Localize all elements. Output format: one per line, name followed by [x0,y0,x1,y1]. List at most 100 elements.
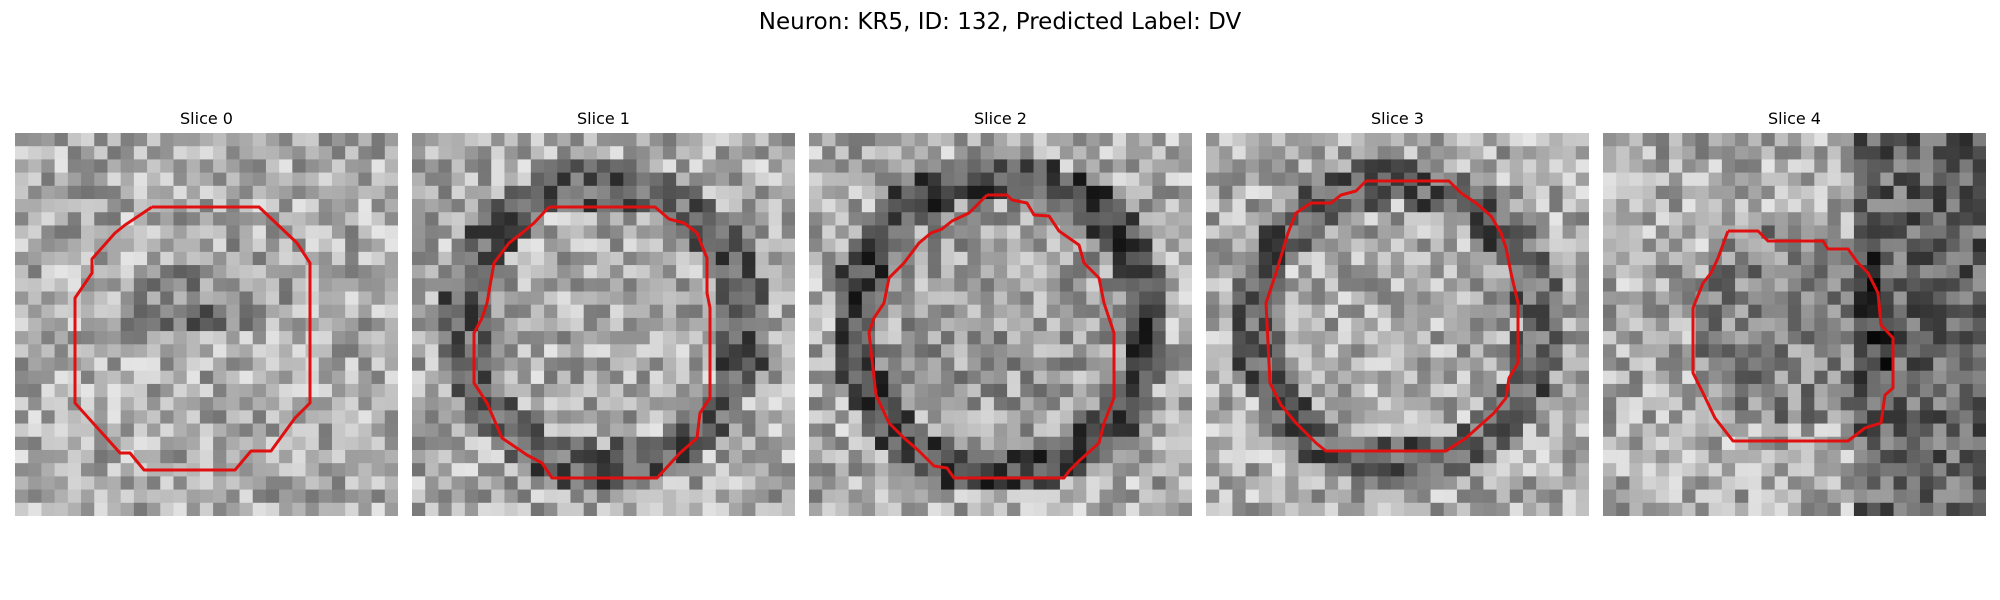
pixel [265,291,280,306]
pixel [1959,172,1974,187]
pixel [1206,172,1220,187]
pixel [41,476,56,491]
pixel [689,172,704,187]
pixel [1708,397,1723,411]
pixel [305,449,320,464]
pixel [438,291,453,306]
pixel [1496,199,1511,213]
pixel [1430,225,1445,240]
pixel [1033,370,1048,385]
pixel [54,238,69,253]
pixel [1430,317,1445,332]
pixel [1245,449,1260,464]
pixel [1324,410,1339,425]
pixel [1417,410,1432,425]
pixel [1125,383,1140,398]
pixel [279,133,293,147]
pixel [583,397,598,411]
pixel [265,331,280,345]
pixel [583,146,598,161]
pixel [491,502,506,516]
slice-title: Slice 1 [577,109,630,128]
pixel [1007,489,1021,504]
pixel [1059,423,1074,438]
pixel [1258,251,1273,266]
pixel [1125,489,1140,504]
pixel [822,199,837,213]
pixel [1443,423,1458,438]
pixel [1616,199,1631,213]
pixel [1603,304,1617,319]
pixel [1853,502,1868,516]
pixel [1959,344,1974,359]
pixel [1603,133,1617,147]
pixel [1033,489,1048,504]
pixel [1946,317,1961,332]
pixel [1522,331,1537,345]
pixel [1735,489,1749,504]
pixel [1893,489,1908,504]
pixel [54,489,69,504]
pixel [1456,159,1471,174]
pixel [1814,370,1829,385]
pixel [1364,463,1379,477]
pixel [888,476,903,491]
pixel [252,225,267,240]
pixel [1814,489,1829,504]
pixel [1562,383,1577,398]
pixel [1258,489,1273,504]
pixel [517,133,532,147]
pixel [438,278,453,293]
pixel [81,225,95,240]
pixel [226,357,241,372]
pixel [980,304,995,319]
pixel [1377,463,1392,477]
pixel [1682,383,1697,398]
pixel [742,489,756,504]
pixel [1814,265,1829,279]
pixel [1655,133,1670,147]
pixel [120,185,135,200]
pixel [1073,370,1087,385]
pixel [1377,397,1392,411]
pixel [596,370,611,385]
pixel [1603,476,1617,491]
pixel [305,146,320,161]
pixel [1562,172,1577,187]
pixel [1483,159,1498,174]
pixel [345,476,359,491]
pixel [1536,410,1550,425]
pixel [451,383,466,398]
pixel [927,397,942,411]
pixel [1509,133,1524,147]
pixel [1867,304,1881,319]
pixel [822,251,837,266]
pixel [1972,185,1986,200]
pixel [649,172,664,187]
pixel [1880,225,1895,240]
pixel [1853,291,1868,306]
pixel [1390,397,1405,411]
pixel [649,146,664,161]
pixel [875,225,889,240]
pixel [517,291,532,306]
pixel [875,199,889,213]
pixel [1946,344,1961,359]
pixel [610,344,624,359]
pixel [173,489,188,504]
pixel [1206,251,1220,266]
pixel [1972,370,1986,385]
pixel [1020,159,1035,174]
pixel [107,397,122,411]
pixel [689,146,704,161]
pixel [1165,172,1180,187]
pixel [1219,278,1234,293]
pixel [1311,423,1326,438]
pixel [1919,344,1934,359]
pixel [1099,449,1114,464]
pixel [1748,370,1763,385]
pixel [1735,436,1749,451]
pixel [226,423,241,438]
pixel [1112,370,1127,385]
pixel [941,502,955,516]
